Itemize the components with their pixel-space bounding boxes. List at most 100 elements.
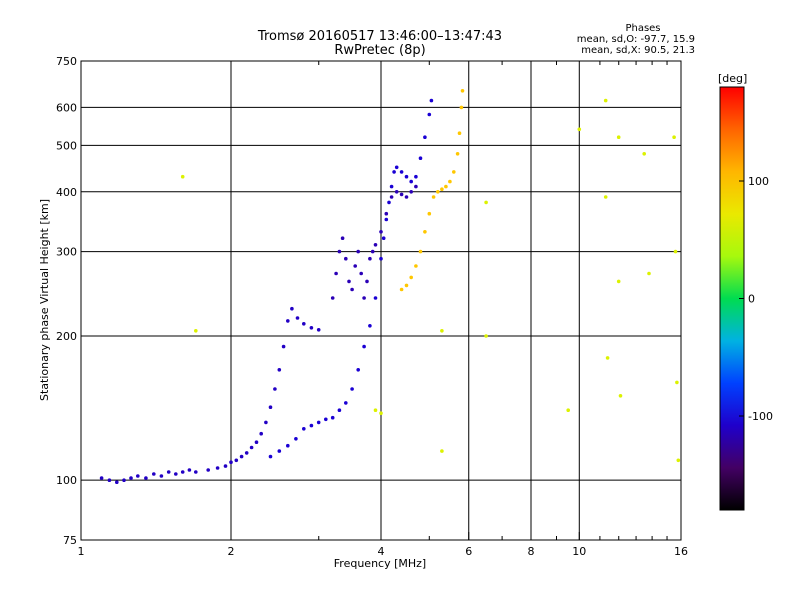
y-tick-label: 750 xyxy=(56,55,77,68)
y-tick-label: 600 xyxy=(56,101,77,114)
data-point xyxy=(672,135,676,139)
data-point xyxy=(309,326,314,330)
data-point xyxy=(254,440,259,445)
data-point xyxy=(616,135,621,139)
data-point xyxy=(180,174,185,179)
x-tick-label: 4 xyxy=(378,545,385,558)
y-tick-label: 500 xyxy=(56,139,77,152)
data-point xyxy=(392,170,396,174)
data-point xyxy=(603,195,608,199)
data-point xyxy=(136,474,140,478)
colorbar: [deg] -100 0 100 xyxy=(718,72,773,511)
data-point xyxy=(239,454,244,459)
colorbar-label: [deg] xyxy=(718,72,747,85)
x-axis-label: Frequency [MHz] xyxy=(334,557,426,570)
data-point xyxy=(379,411,383,416)
data-point xyxy=(455,152,460,156)
data-point xyxy=(427,211,432,216)
phases-title: Phases xyxy=(625,23,660,34)
data-point xyxy=(418,156,423,160)
data-point xyxy=(409,190,414,194)
data-point xyxy=(144,476,148,480)
data-point xyxy=(642,152,646,156)
data-point xyxy=(618,394,623,398)
data-point xyxy=(440,329,444,333)
data-point xyxy=(264,420,268,425)
data-point xyxy=(429,98,434,103)
data-point xyxy=(316,420,321,425)
y-axis-label: Stationary phase Virtual Height [km] xyxy=(38,199,51,401)
data-point xyxy=(440,449,444,453)
data-point xyxy=(370,249,375,254)
x-tick-label: 1 xyxy=(78,545,85,558)
data-point xyxy=(294,437,298,441)
data-point xyxy=(368,256,372,261)
data-point xyxy=(350,387,354,391)
data-point xyxy=(344,401,348,405)
data-point xyxy=(381,236,386,240)
data-point xyxy=(353,264,358,268)
data-point xyxy=(281,344,286,349)
data-point xyxy=(290,306,294,311)
phases-o-stats: mean, sd,O: -97.7, 15.9 xyxy=(577,34,695,45)
data-point xyxy=(330,415,335,420)
data-point xyxy=(340,236,345,240)
data-point xyxy=(295,316,300,320)
data-point xyxy=(414,174,418,179)
data-point xyxy=(229,460,233,465)
data-point xyxy=(350,287,354,292)
data-point xyxy=(215,466,220,470)
data-point xyxy=(337,408,342,413)
data-point xyxy=(373,243,378,247)
data-point xyxy=(277,449,282,453)
data-point xyxy=(404,195,409,199)
data-point xyxy=(365,279,369,284)
data-point xyxy=(452,170,456,174)
data-point xyxy=(673,249,678,254)
data-point xyxy=(384,217,389,222)
data-point xyxy=(440,187,444,191)
colorbar-tick-label: 0 xyxy=(748,293,755,306)
data-point xyxy=(187,468,192,472)
data-point xyxy=(302,322,306,326)
y-tick-label: 75 xyxy=(63,534,77,547)
y-tick-label: 100 xyxy=(56,474,77,487)
data-point xyxy=(399,170,404,174)
data-point xyxy=(122,478,126,483)
data-point xyxy=(99,476,104,480)
colorbar-tick-label: 100 xyxy=(748,175,769,188)
data-point xyxy=(356,368,361,372)
data-point xyxy=(268,405,273,410)
data-point xyxy=(206,468,210,472)
colorbar-ticks: -100 0 100 xyxy=(739,175,773,423)
data-point xyxy=(431,195,436,199)
data-point xyxy=(603,98,608,103)
data-point xyxy=(286,443,290,448)
data-point xyxy=(194,329,198,333)
data-point xyxy=(152,472,156,476)
data-point xyxy=(373,408,378,413)
y-axis-ticks: 75 100 200 300 400 500 600 750 xyxy=(56,55,77,547)
data-point xyxy=(384,211,389,216)
data-point xyxy=(389,195,394,199)
data-point xyxy=(368,324,372,328)
y-tick-label: 400 xyxy=(56,186,77,199)
data-point xyxy=(337,249,342,254)
data-point xyxy=(389,184,394,189)
data-point xyxy=(647,271,651,276)
title-block: Tromsø 20160517 13:46:00–13:47:43 RwPret… xyxy=(257,29,502,58)
data-point xyxy=(234,458,239,463)
data-point xyxy=(379,230,383,234)
data-point xyxy=(409,275,414,280)
data-point xyxy=(273,387,277,391)
data-point xyxy=(334,271,338,276)
data-point xyxy=(459,105,464,110)
data-point xyxy=(194,470,198,474)
data-point xyxy=(259,431,264,436)
data-point xyxy=(180,470,185,474)
data-point xyxy=(379,256,383,261)
data-point xyxy=(436,190,440,194)
x-tick-label: 10 xyxy=(572,545,586,558)
data-point xyxy=(676,458,681,463)
data-point xyxy=(159,474,164,478)
